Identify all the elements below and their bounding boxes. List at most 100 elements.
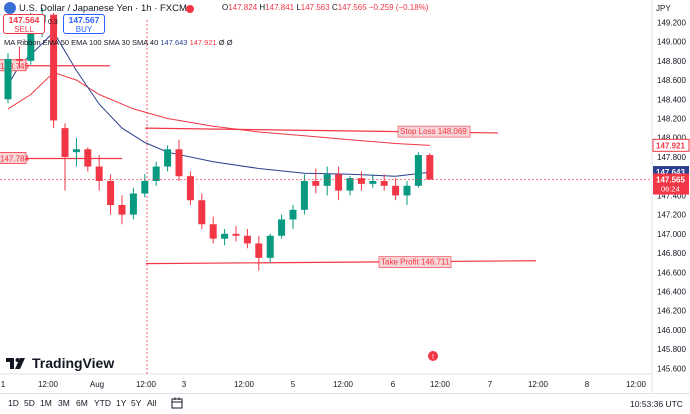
open-label: O <box>222 3 229 12</box>
candle-body <box>175 149 183 177</box>
candle-body <box>323 174 331 186</box>
level-tag: Stop Loss 148.069 <box>400 127 467 136</box>
candle-body <box>289 209 297 220</box>
y-tick-label: 149.000 <box>657 38 686 47</box>
indicator-name: MA Ribbon EMA 50 EMA 100 SMA 30 SMA 40 <box>4 38 159 47</box>
sell-label: SELL <box>14 25 34 34</box>
y-tick-label: 146.600 <box>657 268 686 277</box>
range-button-1m[interactable]: 1M <box>40 398 52 408</box>
range-button-6m[interactable]: 6M <box>76 398 88 408</box>
candle-body <box>164 149 172 167</box>
y-tick-label: 148.400 <box>657 95 686 104</box>
y-tick-label: 147.400 <box>657 191 686 200</box>
x-tick-label: 12:00 <box>333 380 354 389</box>
candle-body <box>300 180 308 210</box>
candle-body <box>232 233 240 236</box>
y-tick-label: 146.000 <box>657 326 686 335</box>
x-tick-label: 5 <box>291 380 296 389</box>
candle-body <box>243 235 251 244</box>
candle-body <box>4 58 12 100</box>
buy-price: 147.567 <box>68 15 100 25</box>
take-profit-line <box>145 260 537 265</box>
x-tick-label: 8 <box>585 380 590 389</box>
y-tick-label: 148.000 <box>657 134 686 143</box>
price-tag: 147.643 <box>656 168 685 177</box>
x-tick-label: 3 <box>182 380 187 389</box>
candle-body <box>72 149 80 153</box>
tradingview-logo[interactable]: TradingView <box>6 355 114 371</box>
y-tick-label: 146.400 <box>657 288 686 297</box>
symbol-title[interactable]: U.S. Dollar / Japanese Yen · 1h · FXCM <box>19 3 187 14</box>
candle-body <box>84 149 92 167</box>
candle-body <box>152 166 160 181</box>
candle-body <box>266 235 274 258</box>
candle-body <box>209 224 217 239</box>
market-status-icon <box>186 5 194 13</box>
price-chart[interactable]: 149.200 149.000 148.800 148.600 148.400 148.2… <box>0 0 690 393</box>
indicator-value-3: Ø <box>218 38 225 47</box>
utc-clock[interactable]: 10:53:36 UTC <box>630 399 683 409</box>
calendar-icon[interactable] <box>171 397 183 409</box>
candle-body <box>221 233 229 239</box>
range-button-3m[interactable]: 3M <box>58 398 70 408</box>
x-tick-label: 12:00 <box>528 380 549 389</box>
currency-selector[interactable]: JPY <box>656 4 671 13</box>
x-tick-label: 1 <box>1 380 6 389</box>
candle-body <box>15 58 23 61</box>
y-tick-label: 146.200 <box>657 307 686 316</box>
x-tick-label: 12:00 <box>430 380 451 389</box>
candle-body <box>50 14 58 121</box>
level-tag-bg <box>397 125 471 138</box>
candle-body <box>346 178 354 191</box>
x-tick-label: 12:00 <box>626 380 647 389</box>
x-tick-label: 6 <box>391 380 396 389</box>
range-button-1d[interactable]: 1D <box>8 398 19 408</box>
candle-body <box>141 180 149 194</box>
level-label-bg <box>0 152 27 164</box>
candle-body <box>414 155 422 186</box>
y-tick-label: 147.800 <box>657 153 686 162</box>
y-tick-label: 147.200 <box>657 211 686 220</box>
y-tick-label: 147.000 <box>657 230 686 239</box>
candle-body <box>186 176 194 201</box>
indicator-legend[interactable]: MA Ribbon EMA 50 EMA 100 SMA 30 SMA 40 1… <box>4 38 233 47</box>
candle-body <box>380 180 388 186</box>
y-tick-label: 146.800 <box>657 249 686 258</box>
range-button-all[interactable]: All <box>147 398 157 408</box>
candle-body <box>129 193 137 215</box>
y-tick-label: 145.600 <box>657 364 686 373</box>
close-label: C <box>331 3 338 12</box>
sell-price: 147.564 <box>8 15 40 25</box>
buy-label: BUY <box>75 25 93 34</box>
x-tick-label: 12:00 <box>234 380 255 389</box>
indicator-value-2: 147.921 <box>189 38 217 47</box>
open-value: 147.824 <box>228 3 258 12</box>
price-tag: 147.565 <box>656 176 685 185</box>
level-tag: Take Profit 146.711 <box>381 258 450 267</box>
indicator-value-4: Ø <box>226 38 233 47</box>
low-label: L <box>296 3 301 12</box>
candle-body <box>369 180 377 184</box>
bar-countdown: 06:24 <box>661 185 680 194</box>
high-label: H <box>259 3 266 12</box>
price-tag-bg <box>652 138 690 152</box>
candle-body <box>27 22 35 61</box>
price-tag-bg <box>653 173 689 195</box>
y-tick-label: 148.600 <box>657 76 686 85</box>
candle-body <box>357 178 365 184</box>
change-value: −0.259 (−0.18%) <box>368 3 429 12</box>
close-value: 147.565 <box>337 3 367 12</box>
candle-body <box>95 166 103 181</box>
usd-flag-icon <box>4 2 16 14</box>
candle-body <box>118 205 126 215</box>
alert-bell-icon <box>428 351 438 361</box>
range-button-5y[interactable]: 5Y <box>131 398 142 408</box>
level-label-bg <box>0 59 27 72</box>
sell-button[interactable]: 147.564 SELL <box>3 14 45 34</box>
candle-body <box>335 174 343 191</box>
ema-100-line <box>7 71 430 146</box>
range-button-5d[interactable]: 5D <box>24 398 35 408</box>
range-button-1y[interactable]: 1Y <box>116 398 127 408</box>
buy-button[interactable]: 147.567 BUY <box>63 14 105 34</box>
range-button-ytd[interactable]: YTD <box>94 398 111 408</box>
